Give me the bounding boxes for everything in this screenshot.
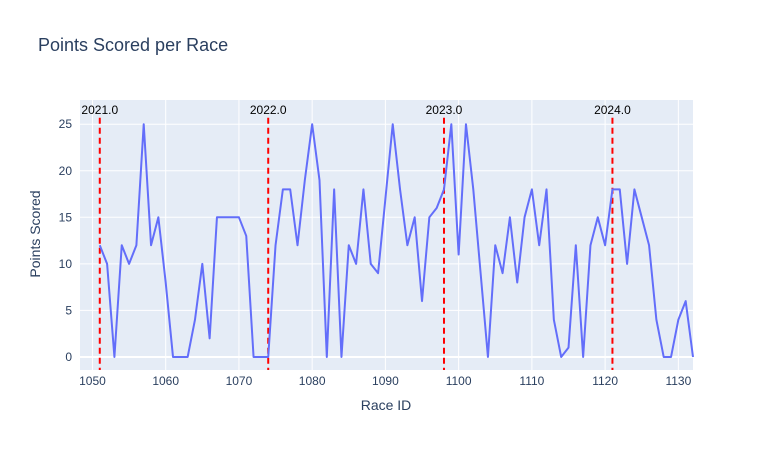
plot-area: [80, 100, 693, 370]
x-tick-label: 1080: [299, 374, 326, 388]
series-line: [98, 123, 694, 358]
x-tick-label: 1060: [152, 374, 179, 388]
x-tick-label: 1100: [446, 374, 472, 388]
y-tick-label: 20: [59, 164, 73, 178]
x-tick-label: 1090: [372, 374, 399, 388]
season-marker-label: 2023.0: [426, 103, 463, 117]
y-axis-title: Points Scored: [27, 190, 43, 277]
x-tick-label: 1130: [665, 374, 691, 388]
season-marker-label: 2024.0: [594, 103, 631, 117]
chart-title: Points Scored per Race: [38, 35, 228, 55]
x-tick-label: 1110: [519, 374, 544, 388]
x-tick-label: 1050: [79, 374, 106, 388]
y-tick-label: 10: [59, 257, 73, 271]
season-markers: 2021.0 2022.0 2023.0 2024.0: [81, 103, 631, 370]
grid-lines: [80, 100, 693, 370]
x-tick-label: 1120: [592, 374, 618, 388]
y-tick-label: 25: [59, 117, 73, 131]
y-tick-label: 0: [65, 350, 72, 364]
season-marker-label: 2022.0: [250, 103, 287, 117]
y-axis-ticks: 0 5 10 15 20 25: [59, 117, 73, 364]
x-tick-label: 1070: [226, 374, 253, 388]
series-layer: [98, 123, 694, 358]
x-axis-ticks: 1050 1060 1070 1080 1090 1100 1110 1120 1130: [79, 374, 691, 388]
season-marker-label: 2021.0: [81, 103, 118, 117]
x-axis-title: Race ID: [361, 397, 412, 413]
y-tick-label: 15: [59, 210, 73, 224]
y-tick-label: 5: [65, 303, 72, 317]
